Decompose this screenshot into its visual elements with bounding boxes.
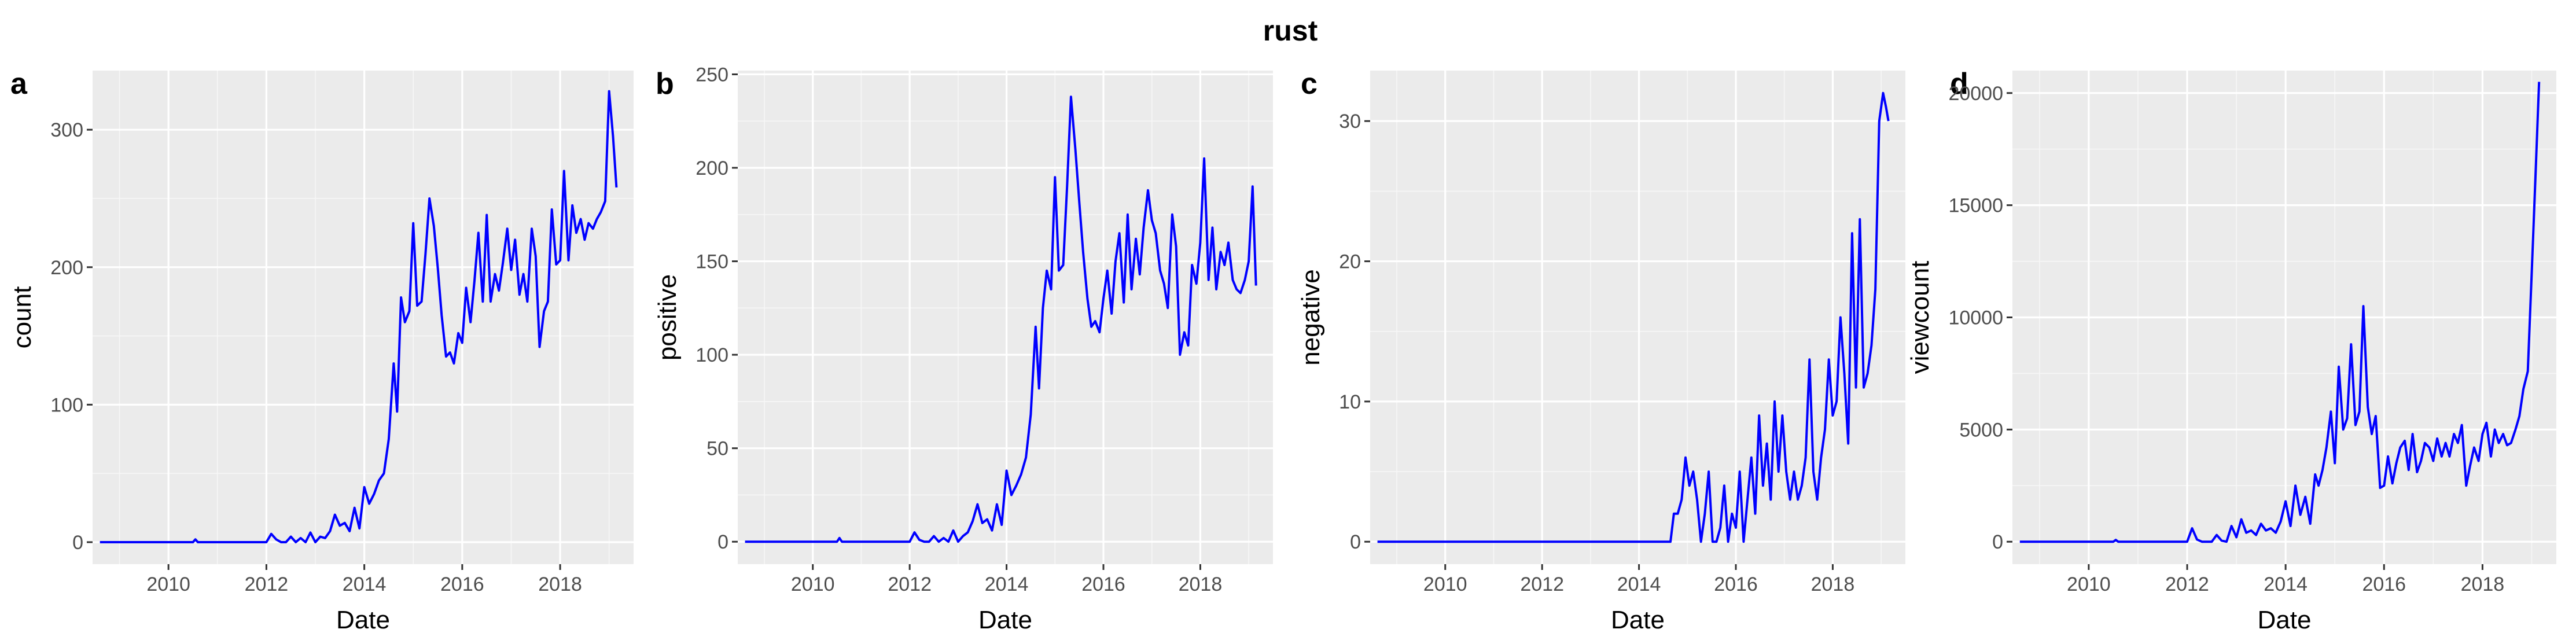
x-tick-label: 2016: [2362, 573, 2406, 595]
y-tick-label: 10: [1339, 391, 1361, 413]
x-tick-label: 2014: [985, 573, 1029, 595]
series-line-negative: [1377, 91, 1890, 543]
panel-b: b 2010 2012 2014 2016 2018 0 50 100 150 200 250 Date…: [653, 64, 1273, 634]
y-tick-label: 150: [695, 251, 728, 273]
x-tick-label: 2018: [2461, 573, 2505, 595]
y-tick-label: 100: [50, 394, 83, 416]
y-tick-label: 20000: [1948, 83, 2003, 105]
series-line-count: [100, 90, 618, 543]
x-tick-label: 2010: [2067, 573, 2111, 595]
x-tick-label: 2010: [146, 573, 190, 595]
y-tick-label: 5000: [1959, 419, 2003, 441]
x-axis-title: Date: [1611, 606, 1665, 634]
y-tick-label: 300: [50, 119, 83, 141]
y-tick-label: 0: [72, 532, 83, 554]
panel-d: d 2010 2012 2014 2016 2018 0 5000 10000 15000 2000…: [1906, 67, 2556, 634]
x-tick-label: 2018: [538, 573, 582, 595]
series-line-positive: [745, 95, 1257, 543]
figure-title: rust: [1263, 14, 1318, 47]
y-tick-label: 30: [1339, 111, 1361, 133]
y-tick-label: 250: [695, 64, 728, 86]
y-tick-label: 200: [695, 157, 728, 179]
x-axis-title: Date: [336, 606, 390, 634]
x-tick-label: 2010: [791, 573, 835, 595]
y-axis-title: viewcount: [1906, 261, 1934, 374]
x-axis-title: Date: [978, 606, 1032, 634]
series-line-viewcount: [2019, 82, 2541, 543]
plot-background: [1370, 71, 1905, 564]
x-tick-label: 2012: [1520, 573, 1564, 595]
y-tick-label: 200: [50, 257, 83, 279]
panel-d-tag: d: [1950, 67, 1968, 101]
x-tick-label: 2018: [1179, 573, 1223, 595]
y-tick-label: 10000: [1948, 307, 2003, 329]
y-axis-title: negative: [1297, 269, 1325, 365]
panel-b-tag: b: [656, 67, 674, 101]
y-axis-title: count: [8, 286, 36, 349]
panel-c: c 2010 2012 2014 2016 2018 0 10 20 30 Date negative: [1297, 67, 1905, 634]
x-tick-label: 2014: [2264, 573, 2308, 595]
panel-a-tag: a: [10, 67, 28, 101]
y-tick-label: 15000: [1948, 195, 2003, 217]
y-tick-label: 0: [717, 531, 728, 553]
panel-c-tag: c: [1301, 67, 1318, 101]
y-tick-label: 0: [1350, 531, 1361, 553]
x-tick-label: 2012: [888, 573, 932, 595]
x-tick-label: 2010: [1423, 573, 1467, 595]
y-tick-label: 100: [695, 344, 728, 366]
x-tick-label: 2012: [2165, 573, 2209, 595]
x-tick-label: 2016: [440, 573, 484, 595]
y-tick-label: 0: [1992, 531, 2003, 553]
x-tick-label: 2012: [245, 573, 289, 595]
x-tick-label: 2016: [1714, 573, 1758, 595]
panel-a: a 2010 2012 2014 2016 2018 0 100 200 300 Date count: [8, 67, 634, 634]
x-tick-label: 2016: [1081, 573, 1125, 595]
y-axis-title: positive: [653, 274, 682, 360]
x-tick-label: 2014: [343, 573, 387, 595]
x-tick-label: 2014: [1617, 573, 1661, 595]
x-tick-label: 2018: [1811, 573, 1855, 595]
x-axis-title: Date: [2258, 606, 2312, 634]
y-tick-label: 50: [706, 438, 728, 460]
y-tick-label: 20: [1339, 251, 1361, 273]
